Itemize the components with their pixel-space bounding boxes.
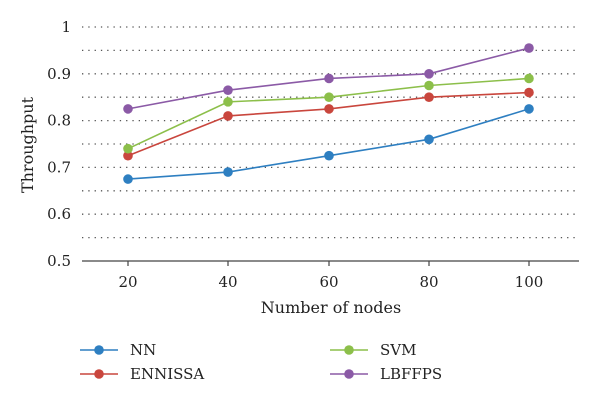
legend-label: ENNISSA xyxy=(130,365,204,383)
data-point-ennissa xyxy=(324,104,334,114)
legend-swatch-marker xyxy=(94,345,104,355)
series-line-ennissa xyxy=(127,91,530,157)
data-point-lbffps xyxy=(424,69,434,79)
legend-swatch-marker xyxy=(344,345,354,355)
axis-layer: 0.5 0.6 0.7 0.8 0.9 1 20 40 60 80 100 xyxy=(47,18,579,291)
y-tick-label: 0.7 xyxy=(47,158,71,176)
x-tick-label: 100 xyxy=(515,273,544,291)
y-tick-label: 0.9 xyxy=(47,65,71,83)
data-point-nn xyxy=(524,104,534,114)
legend: NN ENNISSA SVM LBFFPS xyxy=(80,341,442,383)
legend-item-ennissa: ENNISSA xyxy=(80,365,204,383)
data-point-lbffps xyxy=(524,43,534,53)
data-point-ennissa xyxy=(424,92,434,102)
y-tick-label: 0.5 xyxy=(47,252,71,270)
data-point-svm xyxy=(223,97,233,107)
y-tick-label: 0.8 xyxy=(47,112,71,130)
x-tick-label: 60 xyxy=(319,273,338,291)
y-tick-label: 0.6 xyxy=(47,205,71,223)
legend-label: SVM xyxy=(380,341,416,359)
legend-swatch-marker xyxy=(344,369,354,379)
data-point-lbffps xyxy=(324,73,334,84)
grid-layer xyxy=(82,26,579,239)
legend-item-svm: SVM xyxy=(330,341,416,359)
data-point-ennissa xyxy=(223,111,233,121)
data-point-nn xyxy=(123,174,133,184)
legend-item-lbffps: LBFFPS xyxy=(330,365,442,383)
legend-label: NN xyxy=(130,341,156,359)
data-point-svm xyxy=(123,143,133,154)
data-point-svm xyxy=(424,80,434,91)
data-point-svm xyxy=(324,92,334,102)
data-point-lbffps xyxy=(223,85,233,95)
series-layer xyxy=(123,43,534,184)
legend-swatch-marker xyxy=(94,369,104,379)
data-point-lbffps xyxy=(123,104,133,114)
x-tick-label: 40 xyxy=(218,273,237,291)
y-tick-label: 1 xyxy=(61,18,71,36)
data-point-nn xyxy=(223,167,233,177)
data-point-nn xyxy=(324,150,334,161)
legend-label: LBFFPS xyxy=(380,365,442,383)
legend-item-nn: NN xyxy=(80,341,156,359)
y-axis-title: Throughput xyxy=(18,96,37,193)
data-point-svm xyxy=(524,73,534,84)
data-point-ennissa xyxy=(123,150,133,161)
data-point-nn xyxy=(424,134,434,145)
x-tick-label: 20 xyxy=(118,273,137,291)
data-point-ennissa xyxy=(524,87,534,98)
x-axis-title: Number of nodes xyxy=(261,298,401,317)
x-tick-label: 80 xyxy=(419,273,438,291)
